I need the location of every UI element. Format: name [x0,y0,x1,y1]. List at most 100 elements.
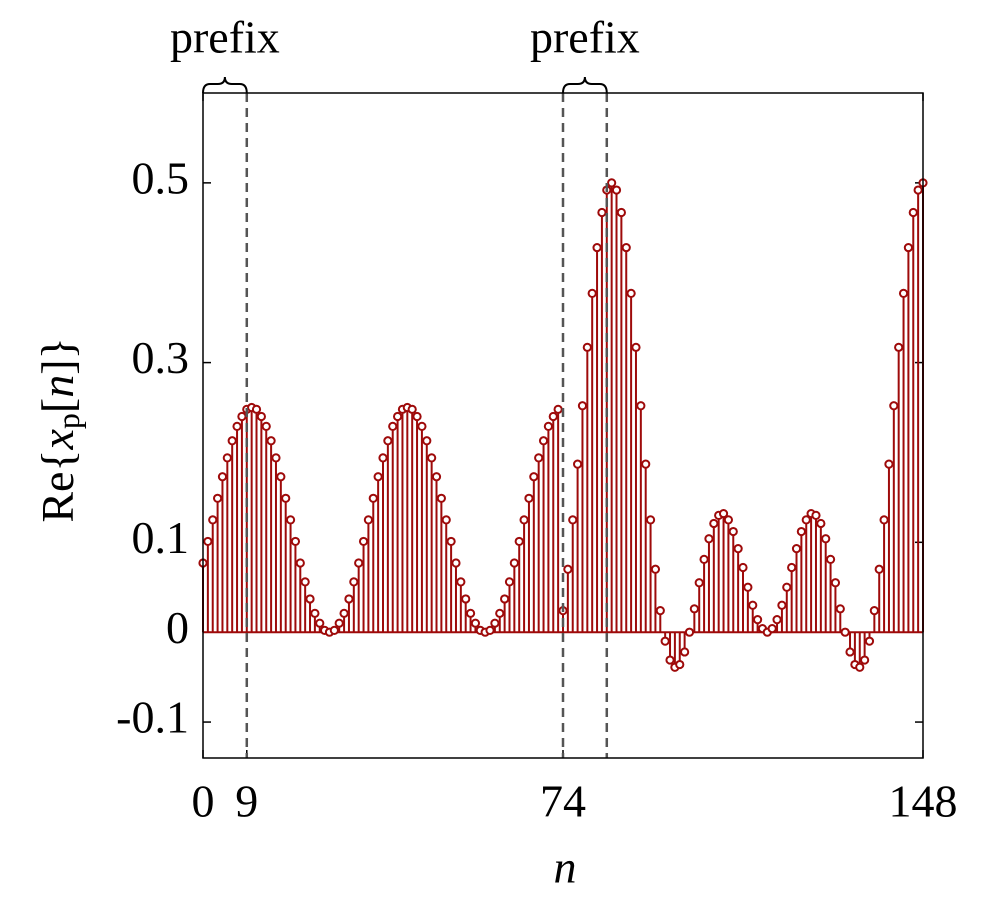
stem-marker [733,544,743,554]
stem-marker [680,647,690,657]
stem-marker [529,472,539,482]
stem-marker [422,436,432,446]
y-tick-label: 0.1 [132,512,190,563]
stem-marker [782,582,792,592]
stem-marker [898,288,909,298]
stem-marker [777,600,787,610]
stem-marker [465,608,476,618]
stem-marker [490,618,500,628]
stem-marker [446,536,456,547]
stem-marker [641,459,651,469]
stem-marker [310,608,320,618]
y-tick-label: 0 [166,602,189,653]
stem-marker [329,625,339,635]
stem-marker [276,472,286,482]
stem-marker [572,459,583,469]
stem-marker [281,493,291,503]
stem-marker [334,618,344,628]
stem-marker [217,472,228,482]
stem-marker [407,404,417,414]
stem-marker [879,515,889,525]
stem-marker [349,577,359,587]
stem-marker [548,411,558,422]
x-tick-label: 148 [889,776,958,827]
stem-marker [796,526,806,537]
stem-marker [908,207,918,218]
stem-marker [509,558,519,568]
stem-marker [305,594,315,604]
stem-marker [616,207,626,218]
stem-marker [373,472,383,482]
stem-marker [704,534,714,544]
stem-marker [256,411,266,422]
stem-marker [203,536,213,547]
stem-marker [801,515,811,525]
stem-marker [660,636,670,646]
y-axis-label-part: ]} [32,337,83,374]
y-axis-label-part: n [32,375,83,398]
annotation: prefix [170,12,280,63]
stem-marker [563,564,573,574]
stem-marker [855,662,865,672]
stem-marker [378,453,388,463]
stem-marker [534,453,544,463]
stem-marker [825,554,836,564]
stem-marker [840,627,850,637]
stem-marker [607,178,617,188]
stem-marker [894,342,904,352]
stem-marker [874,564,884,574]
stem-marker [689,604,699,614]
stem-marker [767,623,777,634]
stem-marker [718,508,729,519]
stem-marker [738,562,748,573]
stem-marker [266,436,276,446]
x-tick-label: 0 [192,776,215,827]
stem-marker [495,608,505,618]
stem-marker [752,615,763,625]
stem-marker [582,342,592,352]
y-axis-label-part: p [50,413,86,429]
stem-marker [222,453,232,463]
stem-marker [392,411,403,422]
stem-marker [285,515,296,525]
stem-marker [237,411,247,422]
stem-marker [441,515,451,525]
stem-marker [358,536,369,547]
stem-marker [816,518,826,529]
y-axis-label-part: x [32,428,83,450]
stem-marker [456,577,466,587]
stem-marker [543,421,554,431]
stem-marker [524,493,534,503]
stem-marker [368,493,378,503]
y-axis-label-part: [ [32,398,83,413]
stem-marker [295,558,305,568]
stem-marker [514,536,524,547]
stem-marker [417,421,427,431]
stem-marker [538,436,549,446]
stem-marker [290,536,301,547]
stem-marker [500,594,510,604]
stem-marker [363,515,374,525]
stem-marker [723,515,734,525]
x-tick-label: 9 [235,776,258,827]
stem-marker [694,578,704,588]
stem-marker [412,411,422,422]
annotation: prefix [530,12,640,63]
stem-marker [485,625,495,635]
stem-marker [461,594,471,604]
stem-marker [261,421,271,431]
stem-marker [636,401,646,411]
stem-marker [592,242,602,253]
stem-marker [611,185,622,195]
stem-marker [251,404,262,414]
stem-marker [208,515,218,525]
stem-marker [519,515,529,525]
stem-marker [431,472,442,482]
stem-marker [889,401,899,411]
stem-marker [587,288,597,298]
y-tick-label: 0.3 [132,332,190,383]
stem-marker [388,421,398,431]
stem-marker [913,185,923,195]
